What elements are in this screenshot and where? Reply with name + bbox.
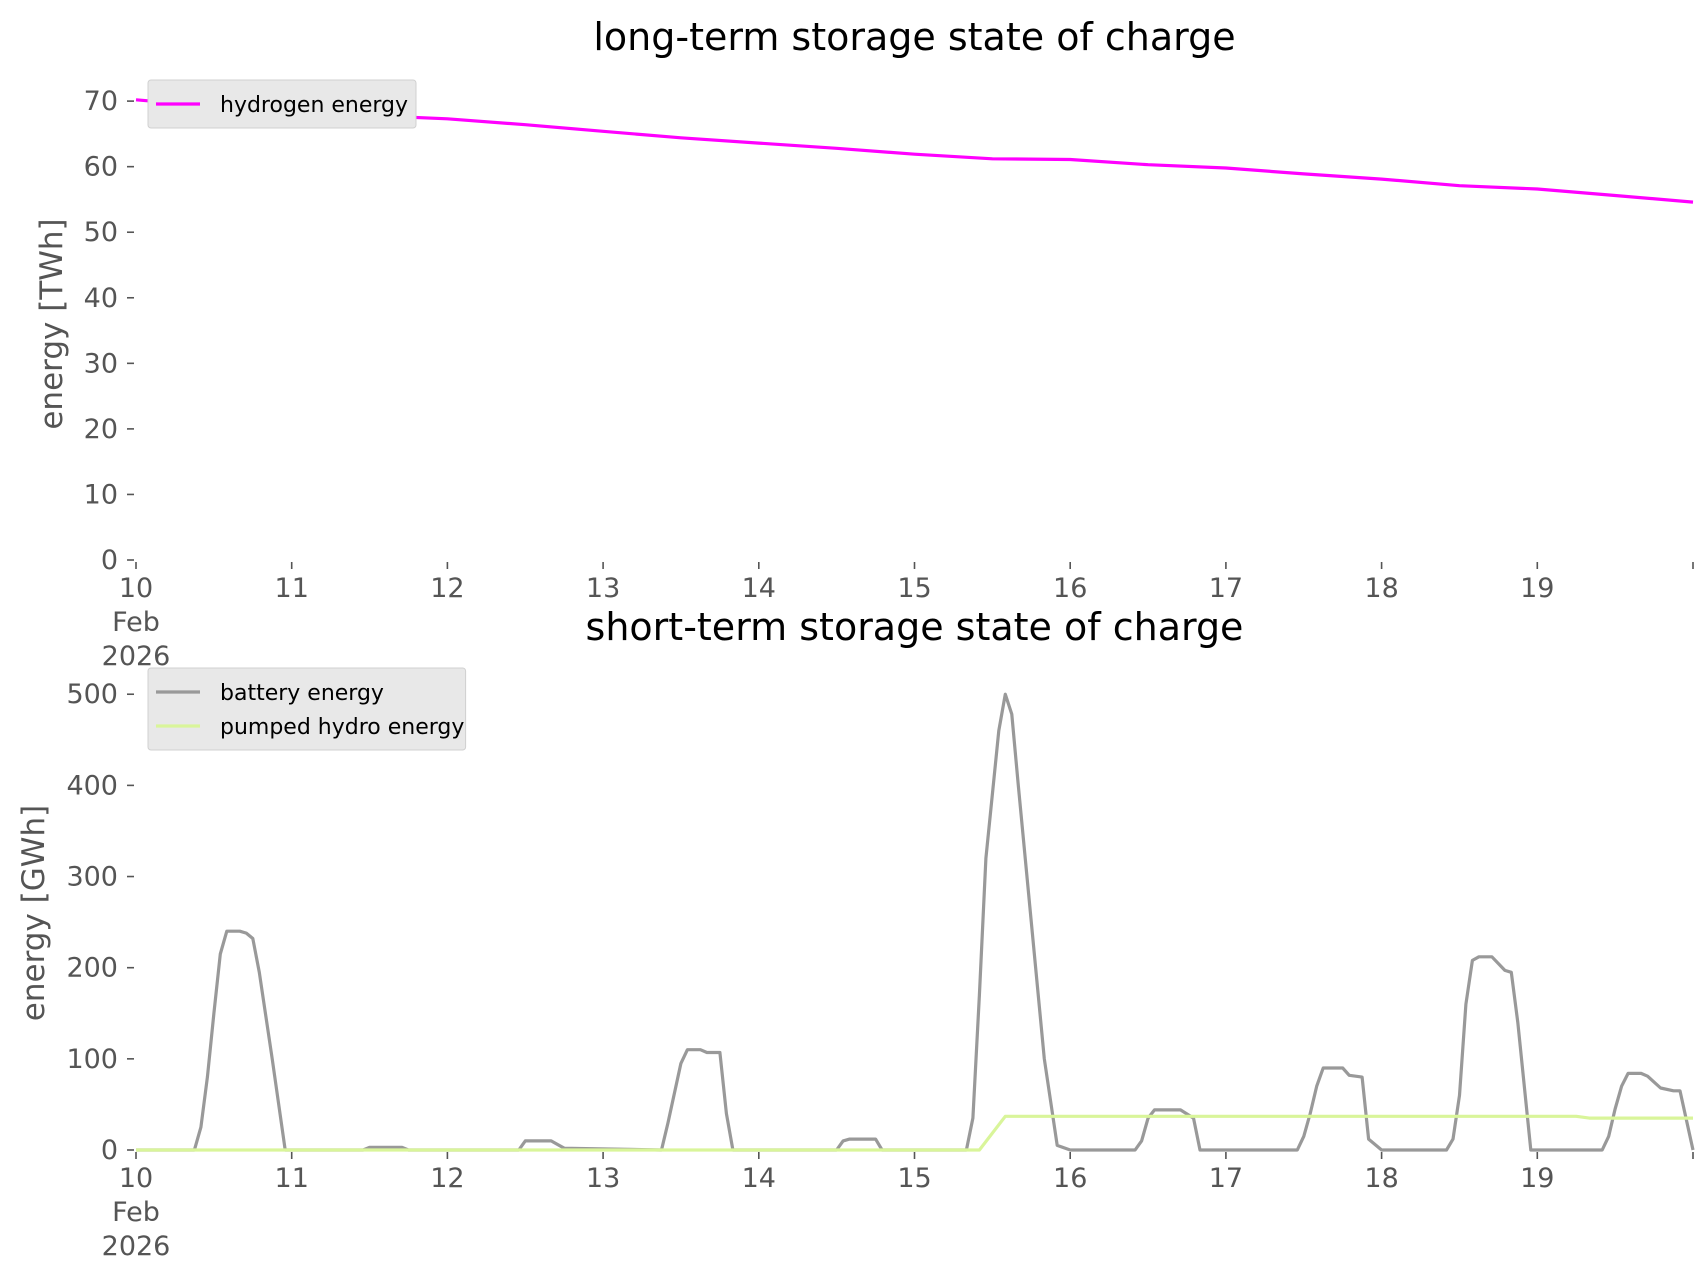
series-line-pumped-hydro-energy [136, 1114, 1693, 1152]
y-tick-label: 30 [84, 348, 118, 379]
chart-title-1: long-term storage state of charge [593, 15, 1235, 59]
x-tick-label: 15 [897, 573, 931, 604]
y-tick-label: 70 [84, 86, 118, 117]
x-tick-label: 10 [119, 573, 153, 604]
legend-box-2 [147, 667, 467, 751]
x-tick-label: 11 [275, 573, 309, 604]
x-tick-label: 16 [1053, 1163, 1087, 1194]
legend-label: battery energy [220, 681, 384, 706]
x-tick-label-extra: Feb [112, 607, 160, 638]
x-tick-label-extra: Feb [112, 1197, 160, 1228]
x-tick-label: 18 [1364, 573, 1398, 604]
chart-title-2: short-term storage state of charge [586, 605, 1244, 649]
y-tick-label: 500 [66, 679, 118, 710]
x-tick-label: 16 [1053, 573, 1087, 604]
x-tick-label: 19 [1520, 573, 1554, 604]
x-tick-label: 12 [430, 1163, 464, 1194]
y-axis-label-2: energy [GWh] [16, 805, 52, 1021]
y-tick-label: 20 [84, 414, 118, 445]
y-tick-label: 200 [66, 953, 118, 984]
x-tick-label: 14 [742, 1163, 776, 1194]
x-tick-label: 14 [742, 573, 776, 604]
legend-label: hydrogen energy [220, 93, 408, 118]
y-tick-label: 400 [66, 770, 118, 801]
legend-box-1 [147, 79, 417, 129]
x-tick-label: 17 [1209, 573, 1243, 604]
x-tick-label: 10 [119, 1163, 153, 1194]
y-tick-label: 0 [101, 545, 118, 576]
series-line-battery-energy [136, 692, 1695, 1152]
x-tick-label: 12 [430, 573, 464, 604]
y-axis-label-1: energy [TWh] [34, 218, 70, 429]
x-tick-label: 18 [1364, 1163, 1398, 1194]
legend-label: pumped hydro energy [220, 715, 464, 740]
x-tick-label: 15 [897, 1163, 931, 1194]
y-tick-label: 300 [66, 862, 118, 893]
y-tick-label: 50 [84, 217, 118, 248]
x-tick-label: 13 [586, 573, 620, 604]
y-tick-label: 10 [84, 479, 118, 510]
y-tick-label: 0 [101, 1135, 118, 1166]
x-tick-label: 17 [1209, 1163, 1243, 1194]
y-tick-label: 60 [84, 152, 118, 183]
y-tick-label: 40 [84, 283, 118, 314]
x-tick-label: 11 [275, 1163, 309, 1194]
x-tick-label: 13 [586, 1163, 620, 1194]
x-tick-label-extra: 2026 [102, 641, 171, 672]
x-tick-label-extra: 2026 [102, 1231, 171, 1262]
x-tick-label: 19 [1520, 1163, 1554, 1194]
y-tick-label: 100 [66, 1044, 118, 1075]
